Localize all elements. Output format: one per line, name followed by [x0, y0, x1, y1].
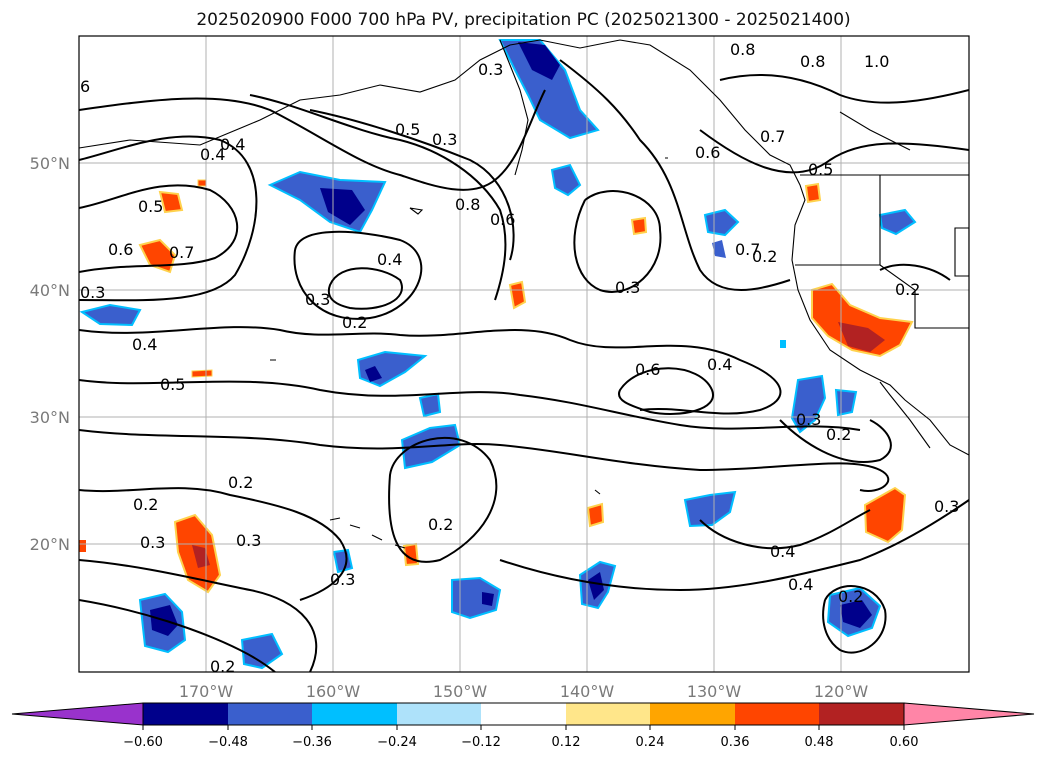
contour-label: 0.2: [826, 425, 851, 444]
colorbar-tick-label: 0.60: [890, 735, 919, 750]
lon-label-170w: 170°W: [179, 682, 234, 701]
contour-label: 0.3: [478, 60, 503, 79]
lon-label-120w: 120°W: [814, 682, 869, 701]
contour-label: 0.7: [169, 243, 194, 262]
map-title: 2025020900 F000 700 hPa PV, precipitatio…: [196, 10, 851, 30]
longitude-labels: 170°W 160°W 150°W 140°W 130°W 120°W: [179, 682, 869, 701]
contour-label: 0.3: [796, 410, 821, 429]
contour-label: 1.0: [864, 52, 889, 71]
contour-label: 0.6: [695, 143, 720, 162]
contour-label: 0.2: [133, 495, 158, 514]
contour-label: 0.4: [132, 335, 157, 354]
contour-label: 0.7: [735, 240, 760, 259]
colorbar-tick-label: −0.36: [292, 735, 332, 750]
contour-label: 0.6: [108, 240, 133, 259]
contour-label: 0.3: [615, 278, 640, 297]
lat-label-40n: 40°N: [30, 281, 70, 300]
colorbar-bin: [650, 703, 735, 725]
plot-frame: [78, 35, 970, 673]
contour-label: 0.5: [395, 120, 420, 139]
positive-precip-areas: [79, 179, 914, 594]
contour-label: 0.6: [490, 210, 515, 229]
contour-label: 0.2: [895, 280, 920, 299]
contour-label: 0.2: [428, 515, 453, 534]
contour-label: 0.4: [707, 355, 732, 374]
colorbar-bin: [819, 703, 904, 725]
contour-label: 0.8: [800, 52, 825, 71]
plot-area: 6 0.4 0.3 0.8 0.8 1.0 0.5 0.3 0.4 0.4 0.…: [79, 36, 969, 676]
colorbar-bin: [143, 703, 228, 725]
lat-label-20n: 20°N: [30, 535, 70, 554]
latitude-labels: 50°N 40°N 30°N 20°N: [30, 154, 70, 554]
colorbar-bin: [481, 703, 566, 725]
colorbar-tick-label: 0.12: [552, 735, 581, 750]
contour-label: 0.4: [220, 135, 245, 154]
contour-label: 0.5: [160, 375, 185, 394]
lat-label-50n: 50°N: [30, 154, 70, 173]
colorbar-tick-label: −0.60: [123, 735, 163, 750]
pv-contours: [79, 59, 969, 672]
contour-label: 0.3: [432, 130, 457, 149]
coastlines: [79, 39, 969, 549]
lon-label-140w: 140°W: [560, 682, 615, 701]
contour-label: 0.5: [138, 197, 163, 216]
lon-label-160w: 160°W: [306, 682, 361, 701]
contour-label: 0.2: [210, 657, 235, 676]
contour-label: 0.3: [934, 497, 959, 516]
contour-label: 0.7: [760, 127, 785, 146]
contour-label: 0.3: [80, 283, 105, 302]
contour-label: 0.4: [200, 145, 225, 164]
contour-label: 0.2: [228, 473, 253, 492]
contour-label: 0.3: [330, 570, 355, 589]
colorbar-extend-high: [903, 702, 1035, 726]
contour-label: 0.3: [305, 290, 330, 309]
contour-label: 0.2: [342, 313, 367, 332]
colorbar-tick-label: −0.12: [461, 735, 501, 750]
colorbar-tick-label: 0.36: [721, 735, 750, 750]
colorbar-bin: [566, 703, 650, 725]
lon-label-130w: 130°W: [687, 682, 742, 701]
gridlines: [79, 36, 969, 672]
negative-precip-areas: [79, 39, 917, 670]
colorbar-tick-label: 0.24: [636, 735, 665, 750]
lat-label-30n: 30°N: [30, 408, 70, 427]
colorbar-tick-label: −0.48: [208, 735, 248, 750]
colorbar-tick-label: −0.24: [377, 735, 417, 750]
colorbar-ticks: [142, 725, 905, 730]
colorbar-bin: [228, 703, 312, 725]
contour-labels: 6 0.4 0.3 0.8 0.8 1.0 0.5 0.3 0.4 0.4 0.…: [80, 40, 959, 676]
lon-label-150w: 150°W: [433, 682, 488, 701]
contour-label: 0.4: [377, 250, 402, 269]
contour-label: 0.6: [635, 360, 660, 379]
colorbar-tick-label: 0.48: [805, 735, 834, 750]
colorbar-bin: [735, 703, 819, 725]
contour-label: 6: [80, 77, 90, 96]
contour-label: 0.3: [236, 531, 261, 550]
contour-label: 0.2: [838, 587, 863, 606]
colorbar-extend-low: [11, 702, 144, 726]
contour-label: 0.2: [752, 247, 777, 266]
contour-label: 0.8: [730, 40, 755, 59]
colorbar: −0.60 −0.48 −0.36 −0.24 −0.12 0.12 0.24 …: [11, 702, 1035, 750]
colorbar-bin: [397, 703, 481, 725]
contour-label: 0.5: [808, 160, 833, 179]
colorbar-bin: [312, 703, 397, 725]
contour-label: 0.8: [455, 195, 480, 214]
contour-label: 0.3: [140, 533, 165, 552]
contour-label: 0.4: [770, 542, 795, 561]
contour-label: 0.4: [788, 575, 813, 594]
